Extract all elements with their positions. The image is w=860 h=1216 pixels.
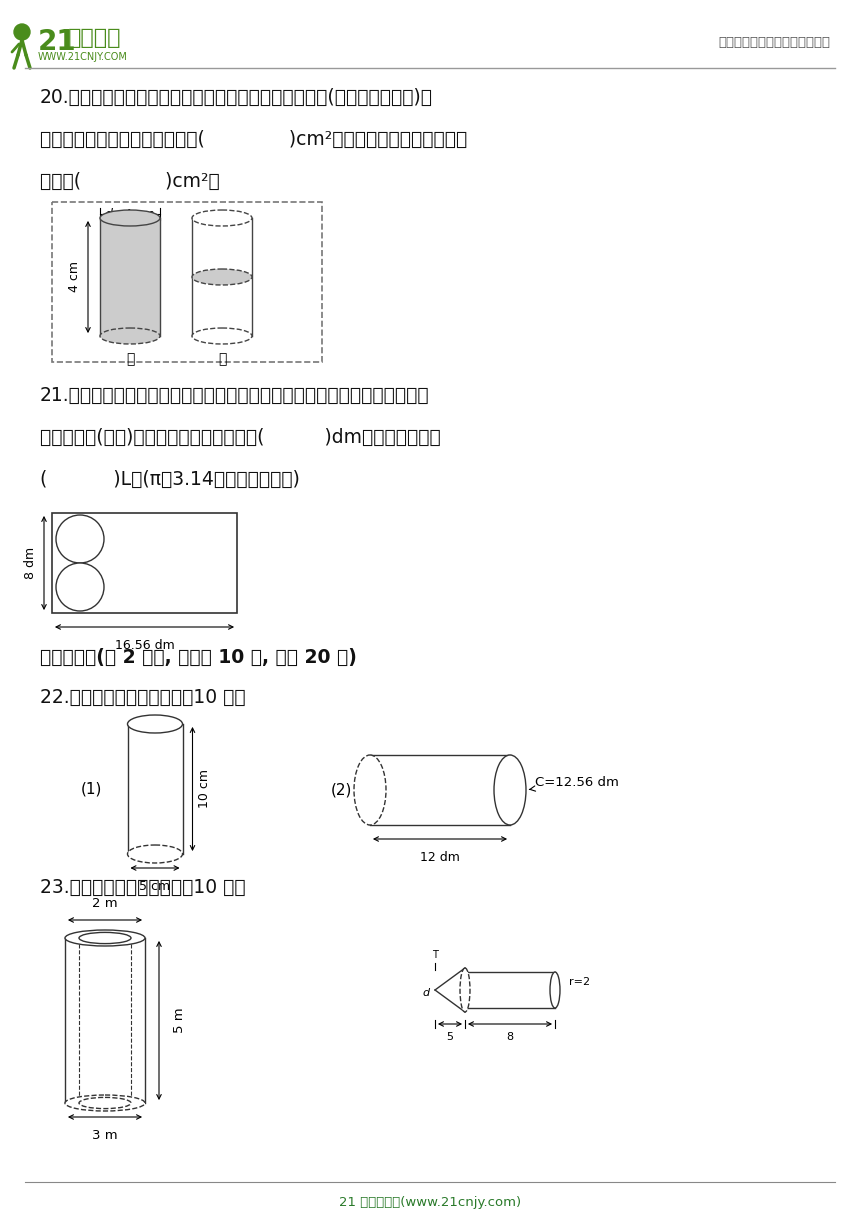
- Text: 21: 21: [38, 28, 77, 56]
- Ellipse shape: [460, 968, 470, 1012]
- Text: 23.计算下面图形的体积。（10 分）: 23.计算下面图形的体积。（10 分）: [40, 878, 246, 897]
- Text: 甲: 甲: [126, 351, 134, 366]
- Text: 8: 8: [507, 1032, 513, 1042]
- Ellipse shape: [127, 715, 182, 733]
- Text: d: d: [423, 987, 430, 998]
- Ellipse shape: [65, 930, 145, 946]
- Text: 四、计算题(共 2 小题, 每小题 10 分, 满分 20 分): 四、计算题(共 2 小题, 每小题 10 分, 满分 20 分): [40, 648, 357, 668]
- Ellipse shape: [65, 1094, 145, 1111]
- Text: 22.求下面圆柱的表面积。（10 分）: 22.求下面圆柱的表面积。（10 分）: [40, 688, 246, 706]
- Text: 5 cm: 5 cm: [139, 880, 170, 893]
- Ellipse shape: [192, 328, 252, 344]
- Text: 5 m: 5 m: [173, 1008, 186, 1034]
- Ellipse shape: [192, 269, 252, 285]
- Text: 来增加(              )cm²。: 来增加( )cm²。: [40, 171, 220, 191]
- Text: 21.欢欢拿了一张铁皮做油桶，做油桶的师傅根据铁皮的形状和大小量了量，: 21.欢欢拿了一张铁皮做油桶，做油桶的师傅根据铁皮的形状和大小量了量，: [40, 385, 430, 405]
- Text: (           )L。(π取3.14，不计材料厚度): ( )L。(π取3.14，不计材料厚度): [40, 471, 300, 489]
- Text: 乙: 乙: [218, 351, 226, 366]
- Bar: [52, 513, 237, 613]
- Text: 12 dm: 12 dm: [420, 851, 460, 865]
- Text: 4 cm: 4 cm: [69, 261, 82, 293]
- Ellipse shape: [56, 563, 104, 610]
- Text: 3 m: 3 m: [92, 1128, 118, 1142]
- Bar: [370, 755, 510, 824]
- Ellipse shape: [100, 328, 160, 344]
- Text: 5: 5: [446, 1032, 453, 1042]
- Text: d=4 cm: d=4 cm: [105, 208, 155, 220]
- Circle shape: [14, 24, 30, 40]
- Ellipse shape: [127, 845, 182, 863]
- Bar: [127, 724, 182, 854]
- Text: 20.如下图，甲、乙两位同学对同一圆柱的截面进行研究(平均分成两部分)，: 20.如下图，甲、乙两位同学对同一圆柱的截面进行研究(平均分成两部分)，: [40, 88, 433, 107]
- Bar: [100, 218, 160, 336]
- Ellipse shape: [192, 210, 252, 226]
- Text: WWW.21CNJY.COM: WWW.21CNJY.COM: [38, 52, 128, 62]
- Text: (2): (2): [330, 783, 352, 798]
- Text: 16.56 dm: 16.56 dm: [114, 638, 175, 652]
- Ellipse shape: [79, 1097, 131, 1109]
- Text: 世纪教育: 世纪教育: [68, 28, 121, 47]
- Bar: [192, 218, 252, 336]
- Text: 中小学教育资源及组卷应用平台: 中小学教育资源及组卷应用平台: [718, 35, 830, 49]
- Text: (1): (1): [81, 782, 102, 796]
- Text: 21 世纪教育网(www.21cnjy.com): 21 世纪教育网(www.21cnjy.com): [339, 1197, 521, 1209]
- Ellipse shape: [354, 755, 386, 824]
- Text: 2 m: 2 m: [92, 897, 118, 910]
- Text: 标上了长度(如图)。这个油桶的底面周长是(          )dm，油桶的容积是: 标上了长度(如图)。这个油桶的底面周长是( )dm，油桶的容积是: [40, 428, 440, 447]
- Ellipse shape: [56, 516, 104, 563]
- Ellipse shape: [100, 210, 160, 226]
- Ellipse shape: [494, 755, 526, 824]
- Text: r=2: r=2: [569, 976, 590, 987]
- Text: 甲同学切分后表面积比原来增加(              )cm²；乙同学切分后表面积比原: 甲同学切分后表面积比原来增加( )cm²；乙同学切分后表面积比原: [40, 130, 467, 150]
- Text: T: T: [432, 950, 438, 959]
- Text: C=12.56 dm: C=12.56 dm: [530, 776, 619, 792]
- Bar: [52, 202, 322, 362]
- Ellipse shape: [550, 972, 560, 1008]
- Ellipse shape: [79, 933, 131, 944]
- Text: 8 dm: 8 dm: [23, 547, 36, 579]
- Text: 10 cm: 10 cm: [198, 770, 211, 809]
